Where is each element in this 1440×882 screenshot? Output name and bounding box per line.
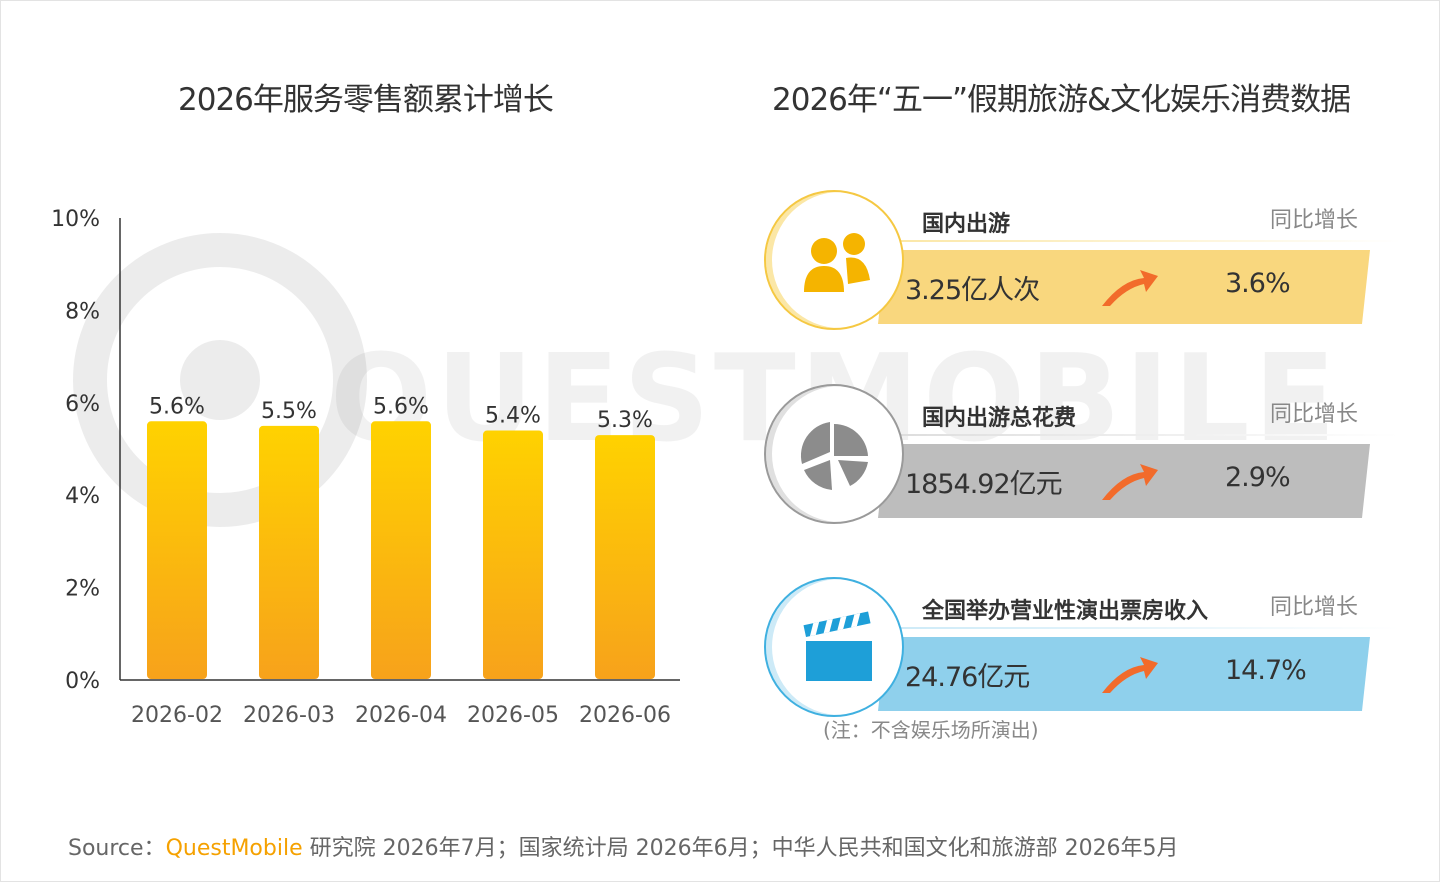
source-line: Source：QuestMobile 研究院 2026年7月；国家统计局 202… (68, 830, 1179, 862)
source-text: 研究院 2026年7月；国家统计局 2026年6月；中华人民共和国文化和旅游部 … (302, 836, 1179, 861)
data-label: 5.3% (597, 408, 653, 433)
x-tick-label: 2026-05 (467, 703, 559, 728)
x-tick-label: 2026-02 (131, 703, 223, 728)
card-performance-box-office: 全国举办营业性演出票房收入 同比增长 24.76亿元 14.7% (760, 575, 1400, 725)
yoy-label: 同比增长 (1270, 402, 1359, 427)
clapperboard-icon (803, 611, 872, 681)
bar-chart-title: 2026年服务零售额累计增长 (178, 82, 554, 118)
card-title: 国内出游总花费 (922, 406, 1077, 431)
trend-up-arrow-icon (1102, 464, 1158, 500)
bar (483, 430, 543, 679)
panel-title: 2026年“五一”假期旅游&文化娱乐消费数据 (772, 82, 1351, 118)
data-label: 5.5% (261, 399, 317, 424)
card-value: 3.25亿人次 (905, 275, 1040, 306)
data-label: 5.6% (373, 394, 429, 419)
x-tick-label: 2026-06 (579, 703, 671, 728)
card-growth: 3.6% (1225, 268, 1291, 299)
trend-up-arrow-icon (1102, 657, 1158, 693)
pie-chart-icon (800, 422, 868, 490)
y-tick-label: 8% (65, 299, 100, 324)
bar (595, 435, 655, 679)
divider-line (890, 240, 1400, 242)
y-tick-label: 2% (65, 577, 100, 602)
y-tick-label: 6% (65, 392, 100, 417)
card-value: 1854.92亿元 (905, 469, 1063, 500)
card-domestic-travel-spending: 国内出游总花费 同比增长 1854.92亿元 2.9% (760, 382, 1400, 532)
icon-circle (764, 190, 904, 330)
data-label: 5.6% (149, 394, 205, 419)
bar (259, 425, 319, 679)
card-title: 国内出游 (922, 212, 1011, 237)
y-tick-label: 0% (65, 669, 100, 694)
bar (147, 421, 207, 679)
x-tick-label: 2026-03 (243, 703, 335, 728)
card-growth: 14.7% (1225, 655, 1307, 686)
card-title: 全国举办营业性演出票房收入 (922, 599, 1209, 624)
y-tick-label: 10% (51, 207, 100, 232)
card-value: 24.76亿元 (905, 662, 1030, 693)
source-prefix: Source： (68, 836, 166, 861)
y-tick-label: 4% (65, 484, 100, 509)
x-tick-label: 2026-04 (355, 703, 447, 728)
people-icon (804, 233, 870, 292)
trend-up-arrow-icon (1102, 270, 1158, 306)
data-label: 5.4% (485, 404, 541, 429)
yoy-label: 同比增长 (1270, 208, 1359, 233)
bar-chart: 0% 2% 4% 6% 8% 10% 5.6% 2026-02 5.5% 2026-03 5.6% 2… (51, 207, 680, 728)
card-domestic-travel: 国内出游 同比增长 3.25亿人次 3.6% (760, 188, 1400, 338)
yoy-label: 同比增长 (1270, 595, 1359, 620)
icon-circle (764, 577, 904, 717)
footnote: (注：不含娱乐场所演出) (823, 718, 1039, 742)
bar (371, 421, 431, 679)
card-growth: 2.9% (1225, 462, 1291, 493)
icon-circle (764, 384, 904, 524)
divider-line (890, 627, 1400, 629)
source-brand: QuestMobile (165, 836, 303, 861)
divider-line (890, 434, 1400, 436)
